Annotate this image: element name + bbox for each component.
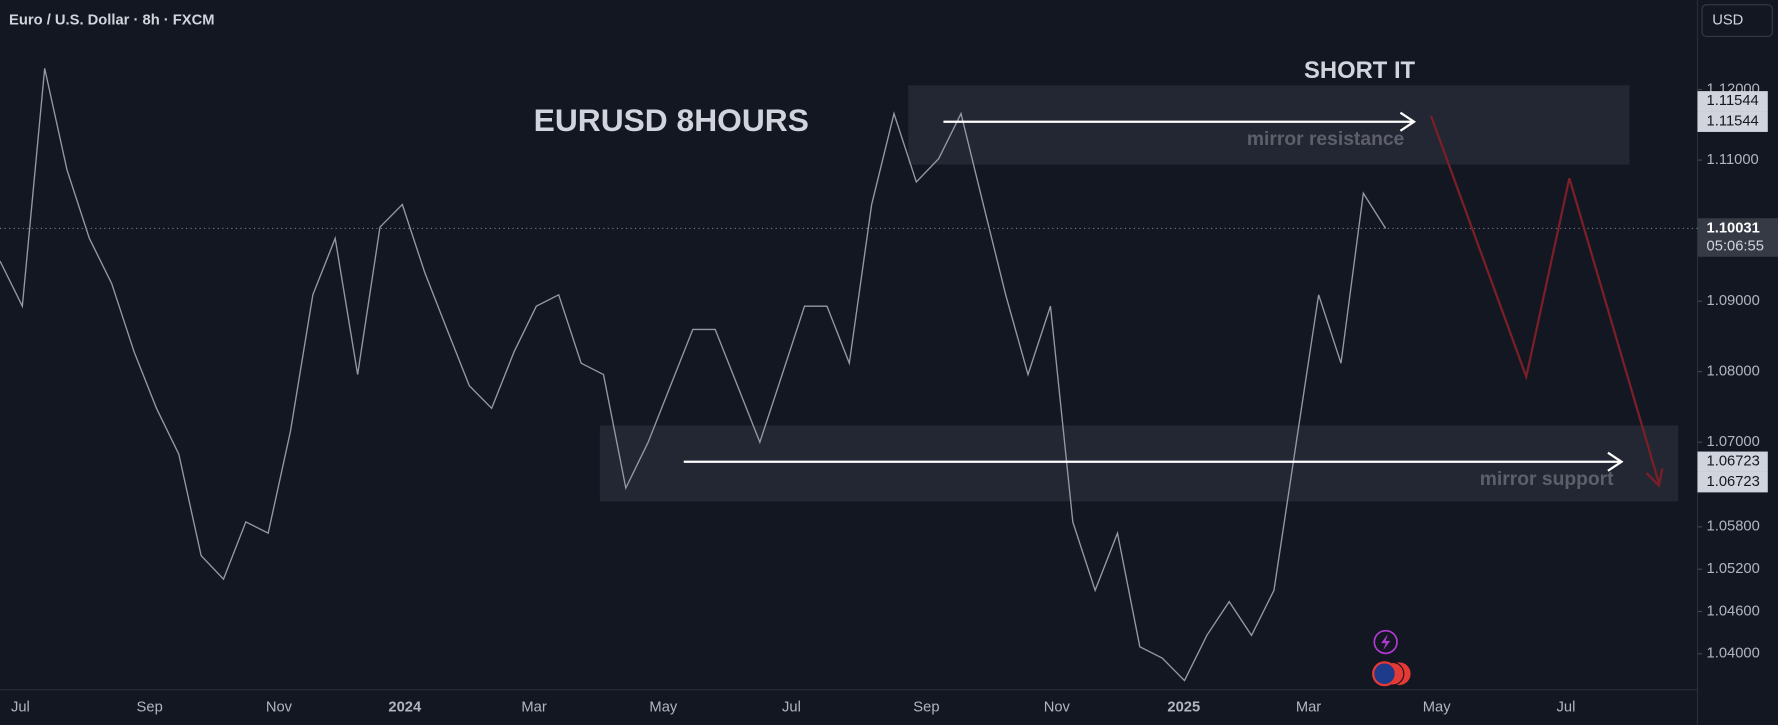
resistance-price-label: 1.11544 — [1707, 114, 1759, 130]
time-label: May — [649, 700, 677, 716]
time-label: Jul — [11, 700, 30, 716]
support-price-box — [1697, 471, 1768, 493]
symbol-title: Euro / U.S. Dollar · 8h · FXCM — [9, 13, 214, 29]
resistance-price-box — [1697, 91, 1768, 112]
time-label: Nov — [266, 700, 293, 716]
event-icon-eu[interactable] — [1372, 661, 1397, 687]
support-text: mirror support — [1480, 469, 1614, 490]
price-tick-label: 1.08000 — [1707, 364, 1760, 380]
price-line — [0, 68, 1387, 682]
price-tick-label: 1.11000 — [1707, 152, 1759, 168]
projection-path — [1429, 115, 1661, 484]
resistance-text: mirror resistance — [1247, 129, 1405, 150]
annotation-title: EURUSD 8HOURS — [534, 102, 809, 138]
resistance-price-box — [1697, 111, 1768, 132]
support-price-label: 1.06723 — [1707, 474, 1760, 490]
time-label: May — [1423, 700, 1451, 716]
support-price-label: 1.06723 — [1707, 454, 1760, 470]
support-price-box — [1697, 451, 1768, 472]
currency-button[interactable] — [1701, 4, 1773, 38]
projection-arrowhead — [1645, 468, 1664, 488]
resistance-arrowhead — [1399, 111, 1417, 132]
support-arrowhead — [1607, 451, 1624, 472]
price-tick-label: 1.04600 — [1707, 603, 1760, 619]
plot — [0, 68, 1698, 682]
time-label: Sep — [913, 700, 939, 716]
price-tick-label: 1.09000 — [1707, 293, 1760, 309]
time-label: Jul — [1557, 700, 1576, 716]
price-tick-label: 1.04000 — [1707, 646, 1760, 662]
resistance-zone — [908, 85, 1630, 165]
time-label: Mar — [1296, 700, 1321, 716]
price-tick-label: 1.05800 — [1707, 519, 1760, 535]
time-label: 2025 — [1167, 700, 1200, 716]
time-label: Nov — [1044, 700, 1071, 716]
time-label: 2024 — [388, 700, 422, 716]
last-price-label: 1.10031 — [1707, 220, 1760, 236]
time-label: Mar — [521, 700, 546, 716]
support-zone — [599, 425, 1679, 502]
currency-label[interactable]: USD — [1712, 13, 1743, 29]
last-price-box — [1697, 218, 1778, 257]
time-label: Sep — [137, 700, 163, 716]
alert-bolt — [1381, 634, 1391, 650]
countdown-label: 05:06:55 — [1707, 238, 1764, 254]
resistance-price-label: 1.11544 — [1707, 93, 1759, 109]
price-tick-label: 1.05200 — [1707, 561, 1760, 577]
annotation-call: SHORT IT — [1304, 57, 1416, 84]
price-tick-label: 1.07000 — [1707, 434, 1760, 450]
time-label: Jul — [782, 700, 801, 716]
